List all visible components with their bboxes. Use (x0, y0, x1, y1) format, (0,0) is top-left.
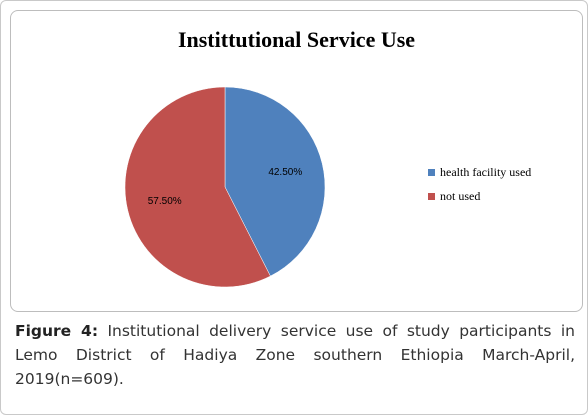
chart-area: Instittutional Service Use 42.50% 57.50% h… (10, 10, 583, 312)
pie-slice-2 (124, 86, 271, 288)
pie-chart: 42.50% 57.50% health facility used not used (124, 86, 531, 288)
legend-swatch-1 (428, 169, 435, 176)
chart-title: Instittutional Service Use (177, 27, 416, 52)
caption-lead: Figure 4: (15, 322, 99, 340)
legend-label-1: health facility used (440, 165, 531, 179)
slice-label-1: 42.50% (268, 167, 302, 178)
legend-label-2: not used (440, 189, 480, 203)
slice-label-2: 57.50% (148, 196, 182, 207)
caption-text: Institutional delivery service use of st… (15, 322, 575, 388)
figure-caption: Figure 4: Institutional delivery service… (15, 319, 575, 391)
legend-swatch-2 (428, 193, 435, 200)
pie-slice-1 (224, 86, 326, 277)
